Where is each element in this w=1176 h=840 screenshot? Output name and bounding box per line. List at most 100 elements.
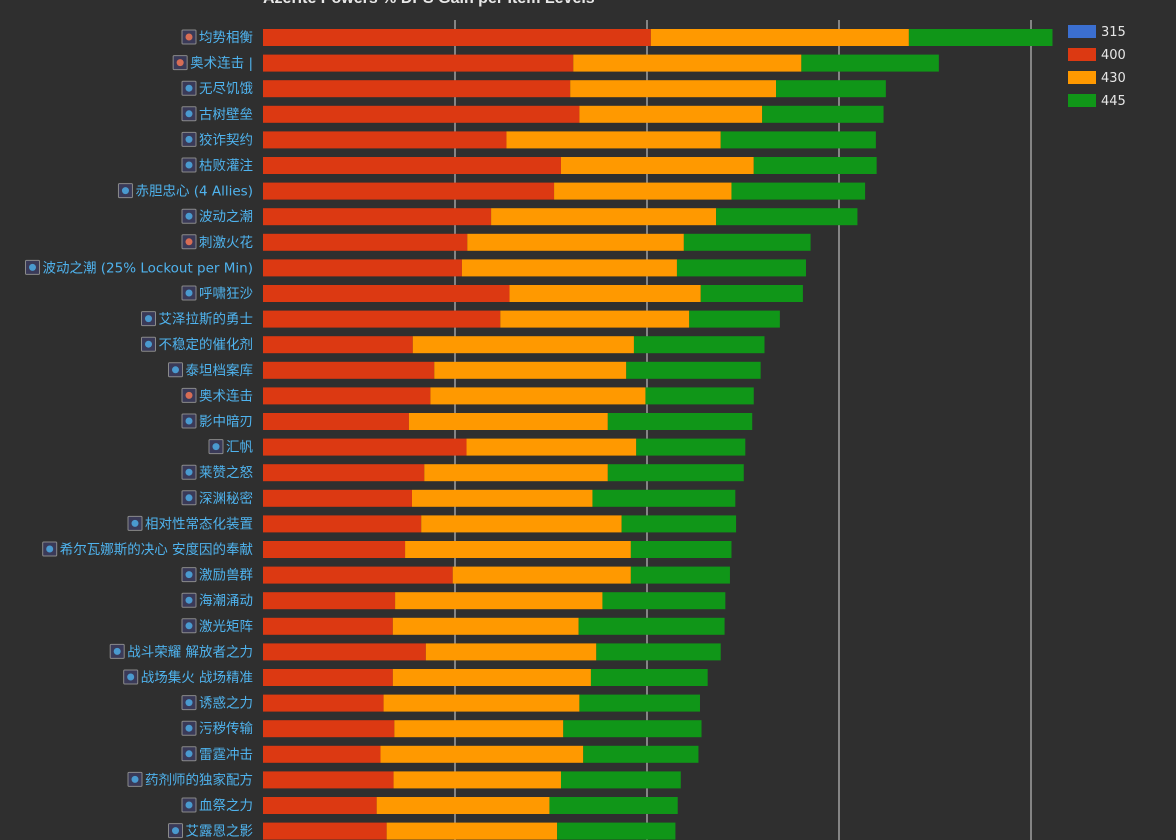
bar-15-series-430 bbox=[430, 387, 646, 405]
category-label-11: 呼啸狂沙 bbox=[199, 286, 253, 302]
bar-5-series-400 bbox=[263, 131, 507, 149]
spell-icon-21 bbox=[42, 541, 58, 557]
spell-icon-26 bbox=[123, 669, 139, 685]
spell-icon-3 bbox=[181, 80, 197, 96]
category-label-6: 枯败灌注 bbox=[199, 158, 253, 174]
bar-32-series-445 bbox=[557, 822, 676, 840]
legend-swatch-400 bbox=[1068, 48, 1096, 61]
bar-11-series-430 bbox=[509, 285, 701, 302]
bar-11-series-400 bbox=[263, 285, 510, 302]
category-label-23: 海潮涌动 bbox=[199, 593, 253, 609]
legend: 315 400 430 445 bbox=[1068, 25, 1126, 109]
bar-9-series-445 bbox=[683, 233, 811, 251]
category-label-13: 不稳定的催化剂 bbox=[159, 337, 254, 353]
bar-25-series-430 bbox=[425, 643, 597, 661]
bar-4-series-400 bbox=[263, 105, 580, 123]
bar-19-series-430 bbox=[411, 489, 593, 507]
bar-28-series-430 bbox=[394, 720, 564, 738]
spell-icon-15 bbox=[181, 387, 197, 403]
bar-2-series-400 bbox=[263, 54, 574, 72]
bar-1-series-400 bbox=[263, 29, 651, 46]
bar-22-series-400 bbox=[263, 566, 453, 584]
category-label-21: 希尔瓦娜斯的决心 安度因的奉献 bbox=[60, 542, 253, 558]
bar-26-series-445 bbox=[590, 669, 708, 686]
category-label-22: 激励兽群 bbox=[199, 568, 253, 584]
spell-icon-12 bbox=[141, 311, 156, 327]
bar-23-series-400 bbox=[263, 592, 396, 610]
bar-25-series-400 bbox=[263, 643, 426, 661]
category-label-7: 赤胆忠心 (4 Allies) bbox=[135, 184, 253, 200]
bar-23-series-445 bbox=[602, 592, 726, 610]
bar-9-series-430 bbox=[467, 233, 684, 251]
legend-swatch-315 bbox=[1068, 25, 1096, 38]
bar-12-series-400 bbox=[263, 310, 501, 328]
bar-1-series-445 bbox=[908, 29, 1053, 46]
bar-3-series-430 bbox=[570, 80, 777, 98]
bar-12-series-430 bbox=[500, 310, 690, 328]
bar-26-series-430 bbox=[392, 669, 591, 686]
spell-icon-10 bbox=[25, 259, 40, 275]
spell-icon-7 bbox=[117, 183, 133, 199]
bar-27-series-400 bbox=[263, 694, 384, 712]
bar-20-series-400 bbox=[263, 515, 422, 533]
spell-icon-6 bbox=[181, 157, 197, 173]
bar-2-series-445 bbox=[801, 54, 939, 72]
bar-11-series-445 bbox=[700, 285, 803, 302]
bar-5-series-430 bbox=[506, 131, 721, 149]
category-label-4: 古树壁垒 bbox=[199, 107, 253, 123]
bar-23-series-430 bbox=[395, 592, 603, 610]
bar-10-series-400 bbox=[263, 259, 462, 277]
bar-8-series-400 bbox=[263, 208, 492, 226]
bar-14-series-445 bbox=[626, 361, 761, 379]
spell-icon-23 bbox=[181, 592, 197, 608]
bar-26-series-400 bbox=[263, 669, 393, 686]
spell-icon-5 bbox=[181, 131, 197, 147]
bar-16-series-430 bbox=[408, 413, 608, 430]
spell-icon-8 bbox=[181, 208, 197, 224]
category-label-17: 汇帆 bbox=[226, 440, 253, 456]
bar-14-series-400 bbox=[263, 361, 435, 379]
bar-15-series-400 bbox=[263, 387, 431, 405]
bar-20-series-445 bbox=[621, 515, 737, 533]
bar-14-series-430 bbox=[434, 361, 627, 379]
bar-28-series-400 bbox=[263, 720, 395, 738]
bar-13-series-430 bbox=[412, 336, 634, 354]
category-label-28: 污秽传输 bbox=[199, 721, 253, 737]
legend-label-430: 430 bbox=[1101, 71, 1126, 86]
bar-13-series-400 bbox=[263, 336, 413, 354]
bar-21-series-400 bbox=[263, 541, 406, 558]
category-label-9: 刺激火花 bbox=[199, 235, 253, 251]
bar-17-series-400 bbox=[263, 438, 467, 456]
bar-3-series-445 bbox=[776, 80, 886, 98]
category-label-12: 艾泽拉斯的勇士 bbox=[159, 312, 254, 328]
spell-icon-20 bbox=[127, 515, 143, 531]
bar-29-series-445 bbox=[583, 745, 699, 763]
category-label-14: 泰坦档案库 bbox=[186, 362, 254, 379]
bar-24-series-400 bbox=[263, 617, 393, 635]
bar-30-series-400 bbox=[263, 771, 394, 789]
bar-10-series-430 bbox=[461, 259, 677, 277]
spell-icon-4 bbox=[181, 106, 197, 122]
bar-7-series-445 bbox=[731, 182, 866, 200]
bar-7-series-400 bbox=[263, 182, 555, 200]
bar-22-series-430 bbox=[452, 566, 631, 584]
bar-10-series-445 bbox=[676, 259, 806, 277]
bar-19-series-400 bbox=[263, 489, 412, 507]
spell-icon-29 bbox=[181, 746, 197, 762]
spell-icon-1 bbox=[181, 29, 197, 45]
category-label-20: 相对性常态化装置 bbox=[145, 516, 253, 532]
bar-20-series-430 bbox=[421, 515, 622, 533]
bar-29-series-430 bbox=[380, 745, 584, 763]
spell-icon-22 bbox=[181, 567, 197, 583]
bar-24-series-430 bbox=[392, 617, 579, 635]
bar-31-series-400 bbox=[263, 797, 377, 814]
category-label-1: 均势相衡 bbox=[199, 30, 253, 46]
bar-21-series-430 bbox=[405, 541, 631, 558]
bar-30-series-445 bbox=[560, 771, 681, 789]
bar-5-series-445 bbox=[720, 131, 876, 149]
bar-19-series-445 bbox=[592, 489, 736, 507]
spell-icon-9 bbox=[181, 234, 197, 250]
category-label-26: 战场集火 战场精准 bbox=[141, 670, 253, 686]
bar-27-series-430 bbox=[383, 694, 580, 712]
